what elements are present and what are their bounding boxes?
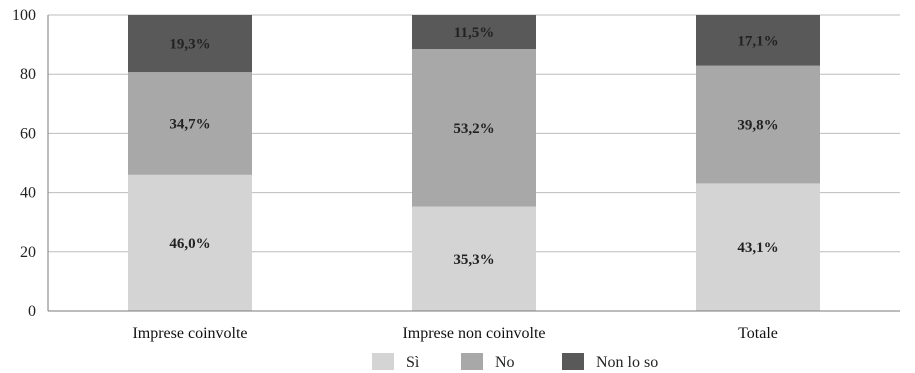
data-label: 46,0% bbox=[169, 236, 210, 252]
legend-label: Sì bbox=[406, 354, 420, 371]
y-tick-label: 60 bbox=[20, 125, 36, 142]
bar-segment bbox=[128, 15, 252, 73]
y-tick-label: 100 bbox=[12, 7, 36, 24]
legend: Sì No Non lo so bbox=[372, 353, 658, 371]
legend-swatch bbox=[372, 353, 394, 370]
y-tick-label: 20 bbox=[20, 244, 36, 261]
data-label: 11,5% bbox=[454, 25, 494, 41]
legend-label: Non lo so bbox=[596, 354, 658, 371]
legend-swatch bbox=[562, 353, 584, 370]
bars: 46,0% 34,7% 19,3% 35,3% 53,2% 11,5% 43,1% 39,8%… bbox=[128, 15, 820, 311]
y-tick-label: 40 bbox=[20, 185, 36, 202]
bar-segment bbox=[128, 72, 252, 175]
bar-segment bbox=[696, 65, 820, 184]
x-tick-label: Imprese coinvolte bbox=[132, 325, 247, 342]
data-label: 39,8% bbox=[737, 118, 778, 134]
bar-segment bbox=[696, 183, 820, 311]
x-tick-label: Totale bbox=[738, 325, 778, 342]
data-label: 19,3% bbox=[169, 37, 210, 53]
bar-segment bbox=[412, 49, 536, 207]
bar-segment bbox=[696, 15, 820, 66]
data-label: 35,3% bbox=[453, 252, 494, 268]
bar-segment bbox=[412, 15, 536, 50]
data-label: 43,1% bbox=[737, 240, 778, 256]
x-tick-label: Imprese non coinvolte bbox=[402, 325, 545, 342]
bar-segment bbox=[412, 206, 536, 311]
axes: 0 20 40 60 80 100 Imprese coinvolte Imprese non… bbox=[12, 7, 900, 342]
bar-segment bbox=[128, 174, 252, 311]
legend-swatch bbox=[461, 353, 483, 370]
data-label: 17,1% bbox=[737, 33, 778, 49]
data-label: 53,2% bbox=[453, 121, 494, 137]
y-tick-label: 80 bbox=[20, 66, 36, 83]
legend-label: No bbox=[495, 354, 515, 371]
data-label: 34,7% bbox=[169, 116, 210, 132]
y-tick-label: 0 bbox=[28, 303, 36, 320]
